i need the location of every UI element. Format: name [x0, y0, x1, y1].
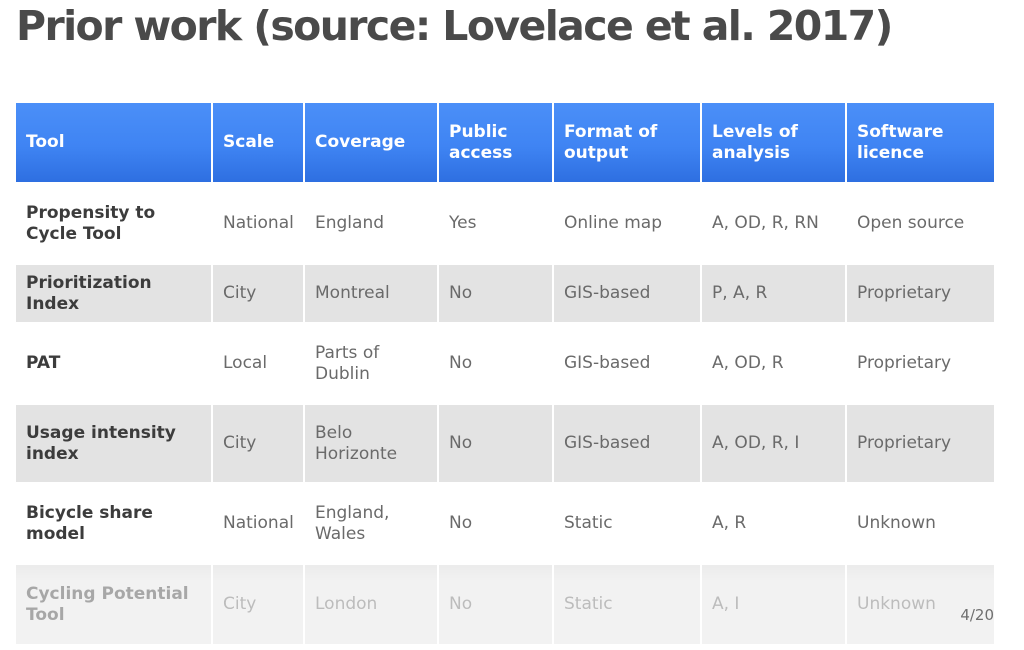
cell-format: Static: [554, 484, 700, 563]
cell-levels: A, R: [702, 484, 845, 563]
cell-format: Static: [554, 565, 700, 644]
cell-scale: Local: [213, 324, 303, 403]
cell-format: GIS-based: [554, 265, 700, 322]
table-row: Prioritization Index City Montreal No GI…: [16, 265, 994, 322]
cell-scale: National: [213, 184, 303, 263]
table-row: Bicycle share model National England, Wa…: [16, 484, 994, 563]
cell-public-access: No: [439, 324, 552, 403]
cell-licence: Proprietary: [847, 265, 994, 322]
cell-licence: Open source: [847, 184, 994, 263]
header-software-licence: Software licence: [847, 103, 994, 182]
cell-public-access: No: [439, 405, 552, 482]
table-row: Usage intensity index City Belo Horizont…: [16, 405, 994, 482]
header-coverage: Coverage: [305, 103, 437, 182]
cell-format: GIS-based: [554, 405, 700, 482]
cell-format: GIS-based: [554, 324, 700, 403]
prior-work-table: Tool Scale Coverage Public access Format…: [14, 101, 996, 646]
cell-coverage: London: [305, 565, 437, 644]
table-row: Cycling Potential Tool City London No St…: [16, 565, 994, 644]
cell-public-access: No: [439, 565, 552, 644]
cell-tool: Prioritization Index: [16, 265, 211, 322]
cell-public-access: No: [439, 265, 552, 322]
table-row: PAT Local Parts of Dublin No GIS-based A…: [16, 324, 994, 403]
cell-licence: Unknown: [847, 565, 994, 644]
cell-tool: PAT: [16, 324, 211, 403]
header-scale: Scale: [213, 103, 303, 182]
cell-licence: Proprietary: [847, 324, 994, 403]
cell-coverage: England, Wales: [305, 484, 437, 563]
cell-coverage: England: [305, 184, 437, 263]
cell-coverage: Montreal: [305, 265, 437, 322]
cell-scale: National: [213, 484, 303, 563]
cell-licence: Proprietary: [847, 405, 994, 482]
cell-scale: City: [213, 405, 303, 482]
header-levels-of-analysis: Levels of analysis: [702, 103, 845, 182]
cell-scale: City: [213, 265, 303, 322]
cell-public-access: No: [439, 484, 552, 563]
cell-tool: Propensity to Cycle Tool: [16, 184, 211, 263]
table-header-row: Tool Scale Coverage Public access Format…: [16, 103, 994, 182]
cell-public-access: Yes: [439, 184, 552, 263]
cell-levels: A, OD, R: [702, 324, 845, 403]
cell-levels: A, OD, R, I: [702, 405, 845, 482]
header-format-of-output: Format of output: [554, 103, 700, 182]
cell-levels: A, OD, R, RN: [702, 184, 845, 263]
cell-tool: Cycling Potential Tool: [16, 565, 211, 644]
cell-levels: A, I: [702, 565, 845, 644]
slide-title: Prior work (source: Lovelace et al. 2017…: [16, 2, 893, 50]
cell-format: Online map: [554, 184, 700, 263]
cell-coverage: Belo Horizonte: [305, 405, 437, 482]
header-public-access: Public access: [439, 103, 552, 182]
header-tool: Tool: [16, 103, 211, 182]
cell-scale: City: [213, 565, 303, 644]
cell-tool: Usage intensity index: [16, 405, 211, 482]
cell-licence: Unknown: [847, 484, 994, 563]
cell-levels: P, A, R: [702, 265, 845, 322]
cell-tool: Bicycle share model: [16, 484, 211, 563]
table-row: Propensity to Cycle Tool National Englan…: [16, 184, 994, 263]
cell-coverage: Parts of Dublin: [305, 324, 437, 403]
page-number: 4/20: [960, 606, 994, 624]
